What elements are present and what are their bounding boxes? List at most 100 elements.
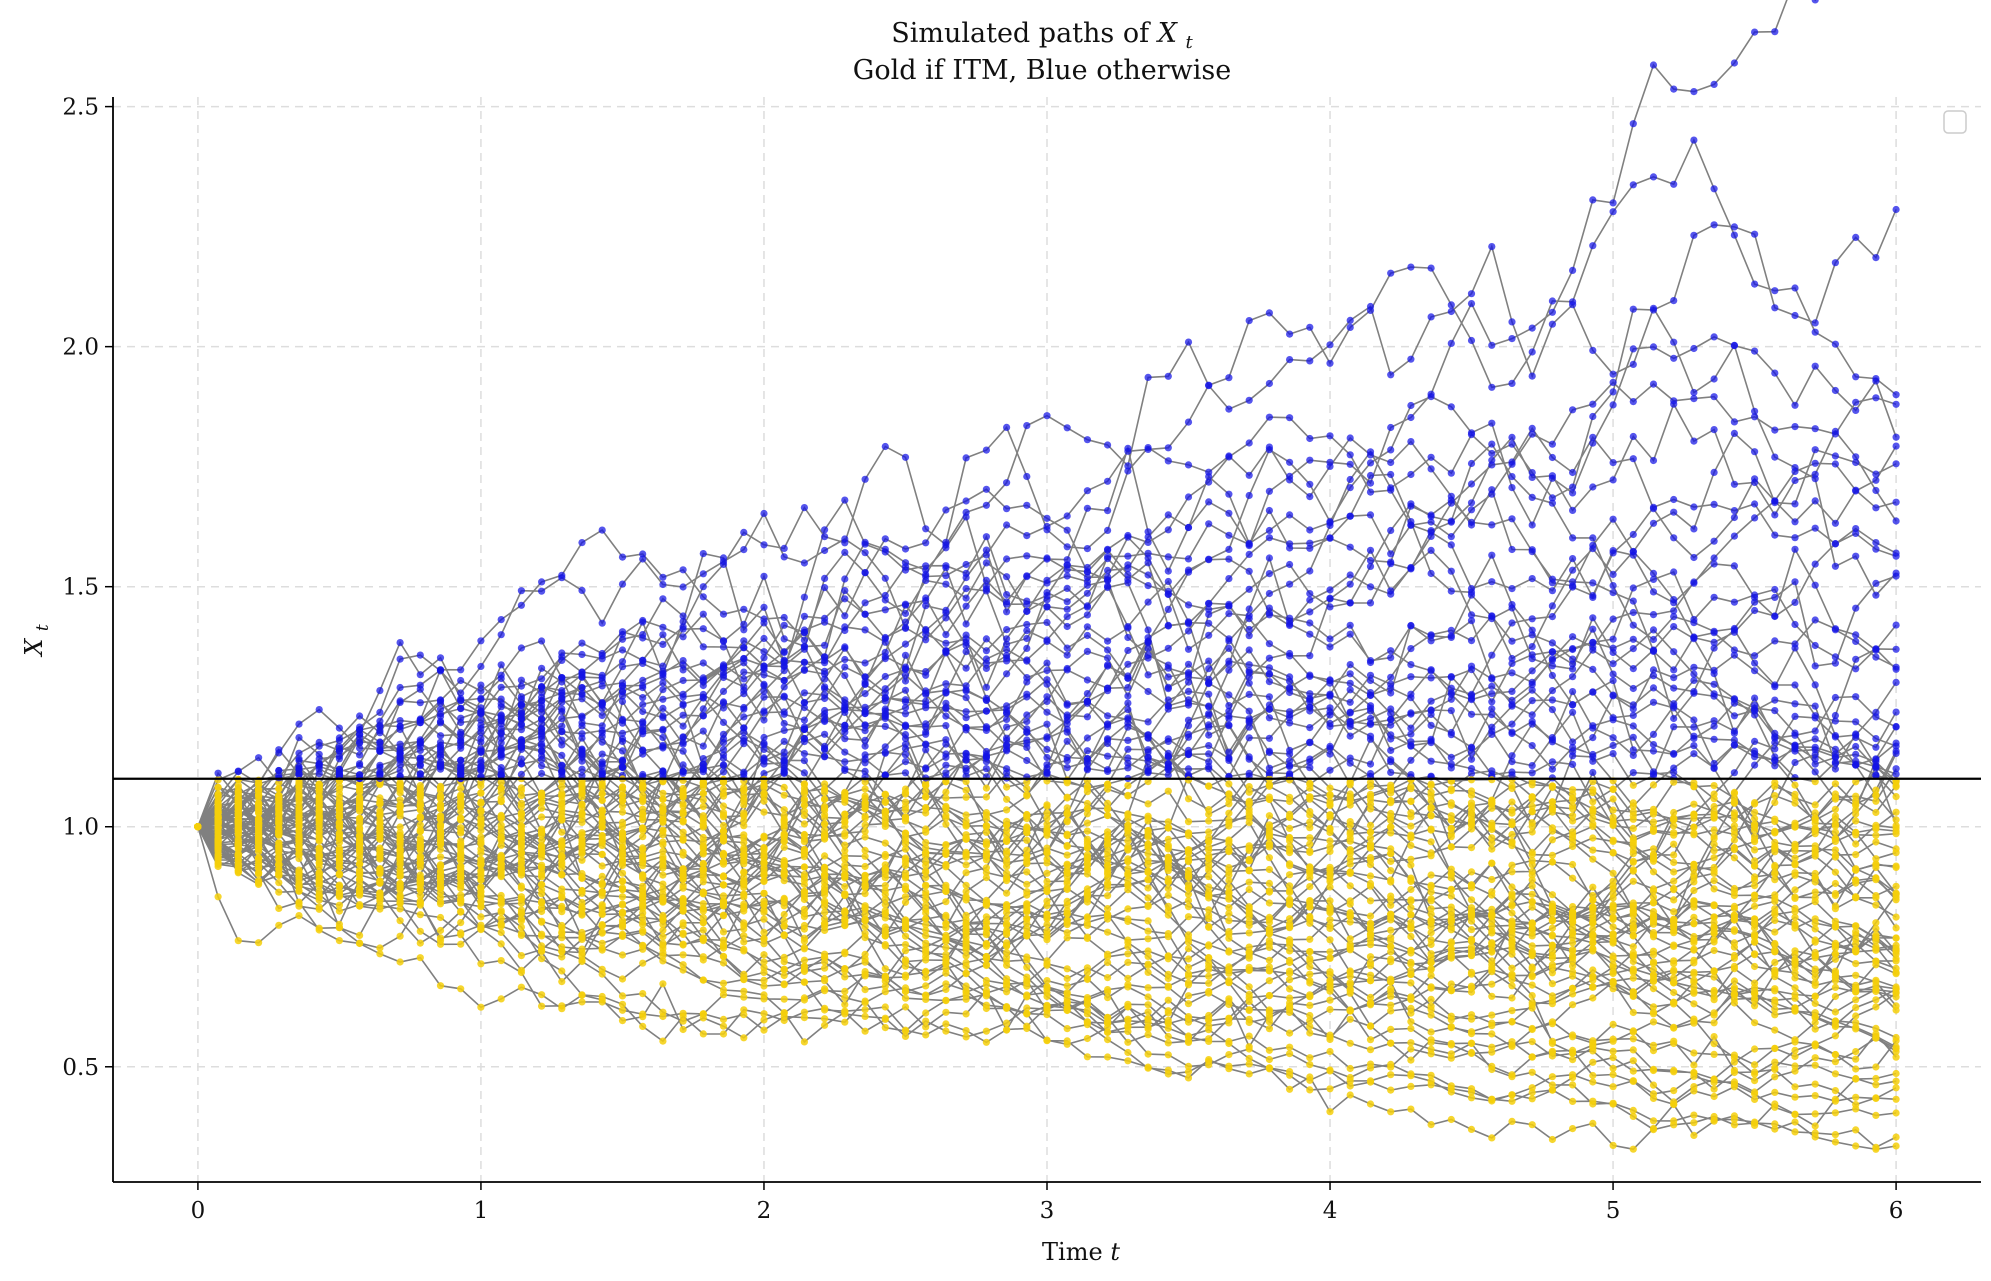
path-point-otm [1731,712,1738,719]
path-point-otm [1064,645,1071,652]
path-point-itm [659,933,666,940]
path-point-otm [1064,598,1071,605]
path-point-itm [1771,891,1778,898]
path-point-itm [1549,997,1556,1004]
path-point-itm [963,923,970,930]
path-point-otm [1893,646,1900,653]
path-point-itm [1488,846,1495,853]
path-point-otm [1003,555,1010,562]
path-point-otm [1751,762,1758,769]
path-point-otm [599,527,606,534]
path-point-otm [1529,521,1536,528]
path-point-otm [1225,702,1232,709]
path-point-otm [821,526,828,533]
path-point-itm [720,1016,727,1023]
path-point-otm [882,697,889,704]
path-point-itm [1610,930,1617,937]
path-point-otm [1569,507,1576,514]
path-point-otm [1731,533,1738,540]
path-point-otm [1246,691,1253,698]
path-point-itm [1670,809,1677,816]
path-point-otm [1185,567,1192,574]
path-point-itm [1286,1003,1293,1010]
path-point-itm [457,941,464,948]
path-point-otm [457,666,464,673]
path-point-itm [1165,892,1172,899]
path-point-otm [1670,355,1677,362]
path-point-otm [1043,589,1050,596]
path-point-otm [1347,484,1354,491]
path-point-otm [720,768,727,775]
path-point-otm [1569,484,1576,491]
path-point-otm [821,615,828,622]
path-point-otm [1589,734,1596,741]
path-point-otm [1225,532,1232,539]
path-point-itm [1205,1012,1212,1019]
path-point-itm [1812,878,1819,885]
path-point-itm [1084,828,1091,835]
path-point-otm [376,738,383,745]
path-point-itm [1529,982,1536,989]
path-point-otm [1064,754,1071,761]
path-point-itm [255,939,262,946]
path-point-otm [680,633,687,640]
path-point-itm [1549,891,1556,898]
path-point-otm [1387,484,1394,491]
path-point-itm [1670,878,1677,885]
path-point-itm [1690,936,1697,943]
path-point-otm [1549,613,1556,620]
path-point-itm [1306,1002,1313,1009]
path-point-itm [1508,1007,1515,1014]
path-point-otm [1771,304,1778,311]
path-point-itm [760,809,767,816]
path-point-itm [1286,985,1293,992]
path-point-otm [1690,503,1697,510]
path-point-otm [1185,419,1192,426]
path-point-itm [1589,884,1596,891]
path-point-otm [1043,577,1050,584]
path-point-itm [720,785,727,792]
path-point-itm [1852,928,1859,935]
path-point-itm [639,1011,646,1018]
path-point-otm [1508,458,1515,465]
path-point-itm [1508,868,1515,875]
path-point-otm [599,751,606,758]
path-point-otm [558,715,565,722]
path-point-otm [801,637,808,644]
path-point-otm [1508,688,1515,695]
path-point-itm [1387,1108,1394,1115]
path-point-otm [983,559,990,566]
path-point-itm [1711,847,1718,854]
path-point-itm [1407,979,1414,986]
path-point-itm [599,901,606,908]
path-point-itm [1205,973,1212,980]
path-point-otm [1003,591,1010,598]
path-point-otm [1610,476,1617,483]
path-point-itm [578,829,585,836]
path-point-otm [1448,634,1455,641]
path-point-otm [1448,301,1455,308]
path-point-otm [1104,507,1111,514]
path-point-itm [1448,1116,1455,1123]
path-point-itm [1326,1032,1333,1039]
path-point-itm [1145,1001,1152,1008]
path-point-otm [1893,622,1900,629]
path-point-itm [1387,1040,1394,1047]
path-point-itm [437,927,444,934]
path-point-otm [1064,623,1071,630]
path-point-otm [498,696,505,703]
path-point-otm [1832,341,1839,348]
path-point-itm [821,927,828,934]
path-point-otm [498,730,505,737]
path-point-itm [1589,847,1596,854]
path-point-itm [862,785,869,792]
path-point-itm [538,1003,545,1010]
path-point-itm [1286,871,1293,878]
path-point-otm [1205,723,1212,730]
path-point-itm [760,995,767,1002]
path-point-otm [862,751,869,758]
path-point-otm [1225,491,1232,498]
path-point-itm [275,889,282,896]
path-point-itm [538,908,545,915]
path-point-itm [1488,1020,1495,1027]
